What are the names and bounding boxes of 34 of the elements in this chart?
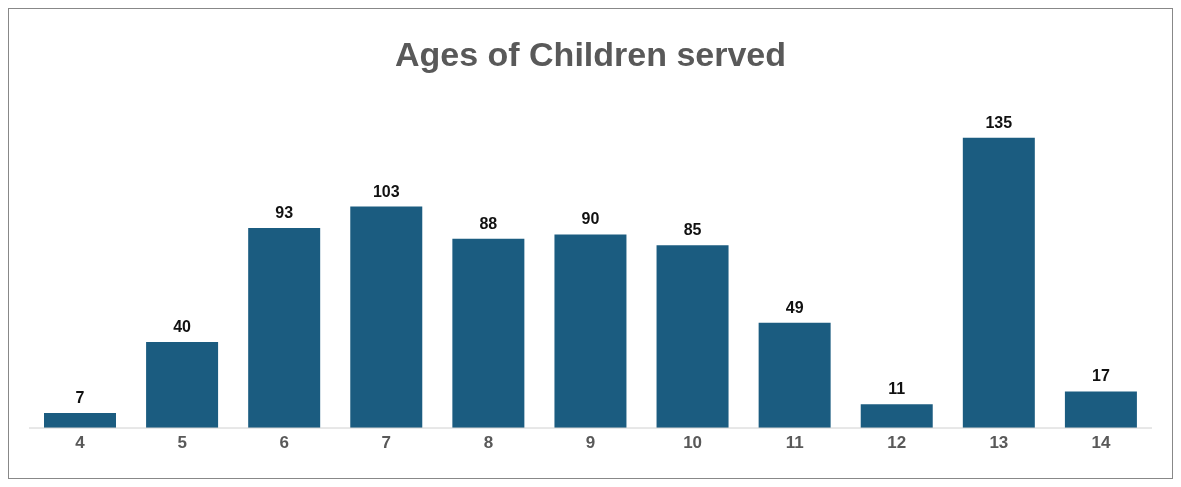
x-tick-label: 12 [887, 433, 907, 453]
data-label: 135 [985, 113, 1013, 131]
x-tick-label: 11 [785, 433, 804, 453]
x-tick-label: 4 [75, 433, 86, 453]
data-label: 88 [479, 214, 498, 232]
data-label: 90 [581, 210, 600, 228]
bar [44, 412, 116, 428]
bar [758, 322, 831, 428]
data-label: 7 [75, 388, 85, 406]
data-label: 40 [173, 317, 192, 335]
bar [962, 137, 1035, 428]
bar [554, 234, 627, 428]
x-tick-label: 14 [1091, 433, 1111, 453]
x-tick-label: 9 [585, 433, 596, 453]
x-tick-label: 6 [279, 433, 289, 453]
data-label: 49 [785, 298, 804, 316]
x-tick-label: 8 [483, 433, 494, 453]
x-tick-label: 13 [989, 433, 1009, 453]
bar [1064, 391, 1137, 428]
x-tick-label: 10 [683, 433, 703, 453]
bar [656, 245, 729, 428]
x-tick-label: 7 [381, 433, 392, 453]
bar [452, 238, 525, 428]
bar [248, 228, 321, 428]
data-label: 93 [275, 204, 294, 222]
data-label: 85 [683, 221, 702, 239]
chart-title: Ages of Children served [393, 34, 788, 73]
bar [350, 206, 423, 428]
bar [860, 404, 933, 428]
x-tick-label: 5 [177, 433, 187, 453]
data-label: 17 [1092, 367, 1110, 385]
bar [146, 341, 219, 428]
data-label: 11 [888, 380, 906, 398]
data-label: 103 [372, 182, 400, 200]
